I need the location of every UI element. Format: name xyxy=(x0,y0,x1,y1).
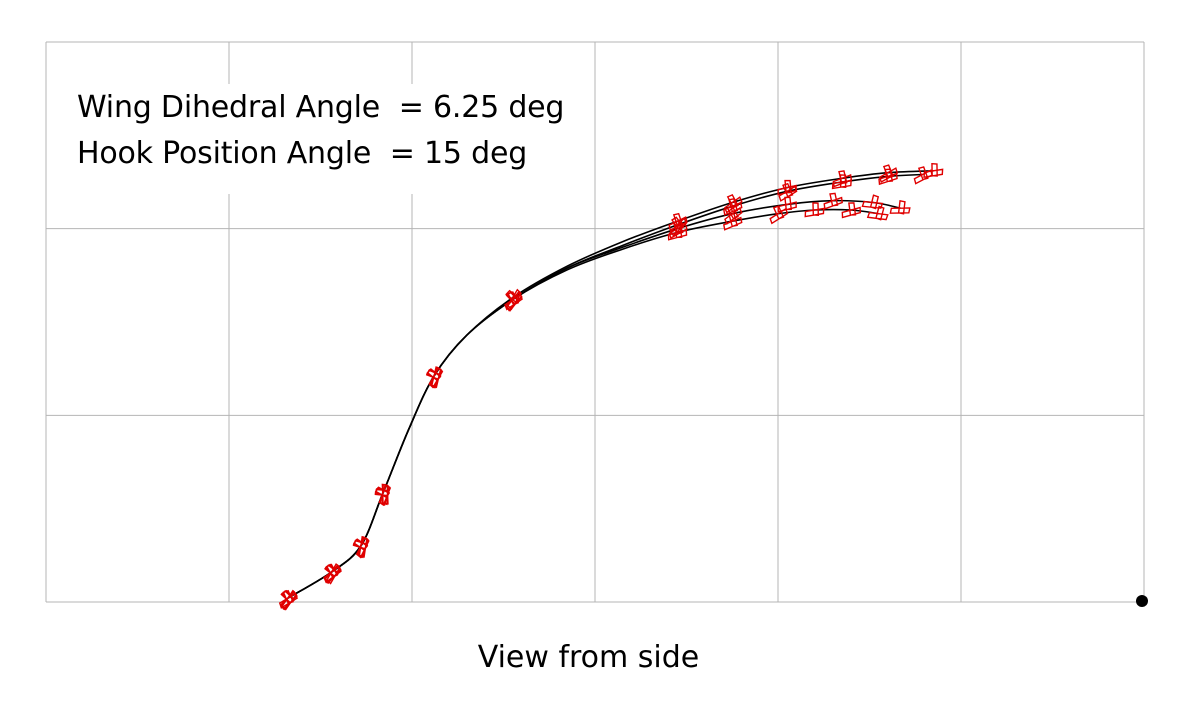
aircraft-marker xyxy=(769,205,789,225)
aircraft-marker xyxy=(889,200,911,215)
aircraft-marker xyxy=(913,166,933,185)
trajectory-line xyxy=(287,199,901,599)
aircraft-marker xyxy=(804,202,825,218)
aircraft-marker xyxy=(280,589,298,611)
annotation-hook-position: Hook Position Angle = 15 deg xyxy=(77,136,528,171)
aircraft-marker xyxy=(352,536,370,559)
aircraft-marker xyxy=(505,291,523,312)
trajectory-lines xyxy=(287,170,934,599)
aircraft-marker xyxy=(426,366,443,389)
aircraft-marker xyxy=(831,174,852,190)
aircraft-marker xyxy=(861,194,884,210)
aircraft-marker xyxy=(724,205,743,225)
aircraft-marker xyxy=(723,212,743,231)
trajectory-line xyxy=(287,208,879,599)
aircraft-marker xyxy=(323,563,342,584)
aircraft-marker xyxy=(866,205,889,221)
aircraft-marker xyxy=(923,162,944,179)
trajectory-line xyxy=(287,173,923,599)
aircraft-marker xyxy=(374,483,390,505)
aircraft-markers xyxy=(278,162,944,611)
aircraft-marker xyxy=(667,224,688,241)
aircraft-marker xyxy=(832,170,853,188)
x-axis-label: View from side xyxy=(477,640,700,675)
trajectory-line xyxy=(287,170,934,599)
aircraft-marker xyxy=(841,202,862,219)
annotation-wing-dihedral: Wing Dihedral Angle = 6.25 deg xyxy=(77,90,565,125)
aircraft-marker xyxy=(778,182,798,202)
aircraft-marker xyxy=(878,168,898,186)
aircraft-marker xyxy=(823,192,843,210)
aircraft-marker xyxy=(777,196,797,213)
annotation-box xyxy=(66,84,578,194)
origin-marker xyxy=(1136,595,1148,607)
